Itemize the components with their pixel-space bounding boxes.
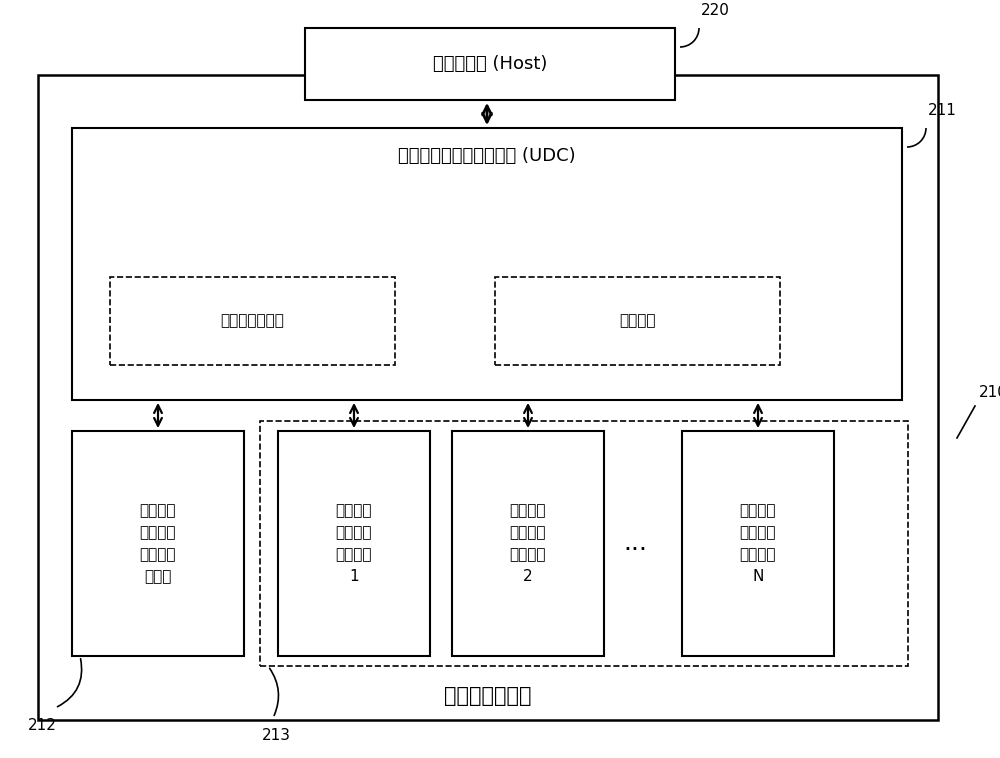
Text: 210: 210 [979,385,1000,400]
Bar [72,128,902,400]
Text: 通用串行
总线设备
驱动单元
N: 通用串行 总线设备 驱动单元 N [740,503,776,584]
Bar [305,28,675,100]
Bar [260,421,908,666]
Text: 通用串行总线设备控制器 (UDC): 通用串行总线设备控制器 (UDC) [398,147,576,165]
Text: 通用串行
总线设备
驱动单元
1: 通用串行 总线设备 驱动单元 1 [336,503,372,584]
Bar [495,277,780,365]
Bar [452,431,604,656]
Text: 220: 220 [701,3,730,18]
Text: 控制端口: 控制端口 [619,314,656,328]
Text: 服务器主机 (Host): 服务器主机 (Host) [433,55,547,73]
Text: 212: 212 [28,718,56,733]
Text: 设备地址寄存器: 设备地址寄存器 [221,314,284,328]
Text: ...: ... [623,531,647,556]
Bar [278,431,430,656]
Bar [682,431,834,656]
Bar [110,277,395,365]
Text: 基板管理控制器: 基板管理控制器 [444,686,532,706]
Text: 通用串行
总线设备
集线器驱
动单元: 通用串行 总线设备 集线器驱 动单元 [140,503,176,584]
Bar [72,431,244,656]
Text: 213: 213 [262,728,290,743]
Text: 211: 211 [928,103,957,118]
Text: 通用串行
总线设备
驱动单元
2: 通用串行 总线设备 驱动单元 2 [510,503,546,584]
Bar [38,75,938,720]
